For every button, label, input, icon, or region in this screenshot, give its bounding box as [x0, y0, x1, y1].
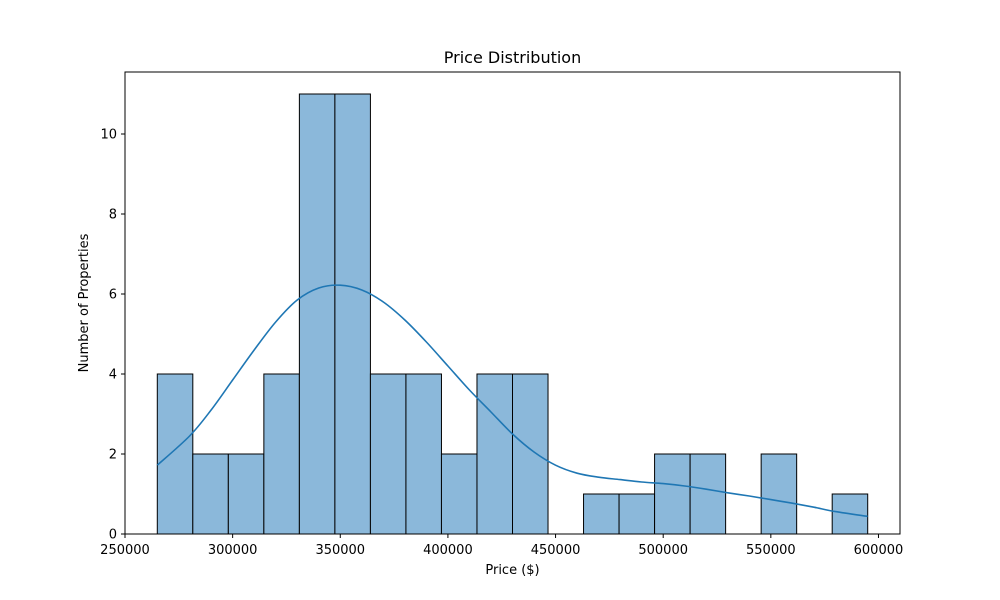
histogram-bar — [263, 373, 300, 535]
x-tick-label: 300000 — [208, 543, 258, 558]
y-tick-label: 8 — [109, 208, 117, 223]
histogram-bar — [156, 373, 194, 535]
y-tick-label: 6 — [109, 288, 117, 303]
histogram-bar — [405, 373, 442, 535]
histogram-bar — [227, 453, 265, 535]
x-tick-label: 250000 — [100, 543, 150, 558]
y-tick-label: 2 — [109, 448, 117, 463]
y-axis-ticks: 0 2 4 6 8 10 — [100, 128, 125, 543]
histogram-bar — [689, 453, 727, 535]
histogram-bar — [476, 373, 513, 535]
y-axis-label: Number of Properties — [77, 233, 92, 372]
histogram-bar — [440, 453, 478, 535]
x-tick-label: 350000 — [315, 543, 365, 558]
histogram-bar — [334, 93, 371, 535]
histogram-bar — [512, 373, 549, 535]
x-tick-label: 600000 — [854, 543, 904, 558]
y-tick-label: 10 — [100, 128, 117, 143]
histogram-bar — [192, 453, 229, 535]
kde-curve-layer — [156, 284, 868, 518]
x-tick-label: 450000 — [531, 543, 581, 558]
x-tick-label: 400000 — [423, 543, 473, 558]
x-axis-label: Price ($) — [485, 563, 539, 578]
x-axis-ticks: 250000 300000 350000 400000 450000 500000 5500… — [100, 534, 903, 558]
histogram-bars — [156, 93, 869, 535]
histogram-bar — [760, 453, 798, 535]
histogram-bar — [618, 493, 656, 535]
x-tick-label: 550000 — [746, 543, 796, 558]
x-tick-label: 500000 — [638, 543, 688, 558]
histogram-bar — [369, 373, 407, 535]
plot-area-frame — [124, 71, 901, 535]
histogram-bar — [583, 493, 620, 535]
kde-line — [156, 284, 868, 518]
y-tick-label: 4 — [109, 368, 117, 383]
histogram-bar — [654, 453, 691, 535]
histogram-bar — [298, 93, 336, 535]
chart-title: Price Distribution — [444, 48, 581, 67]
y-tick-label: 0 — [109, 528, 117, 543]
